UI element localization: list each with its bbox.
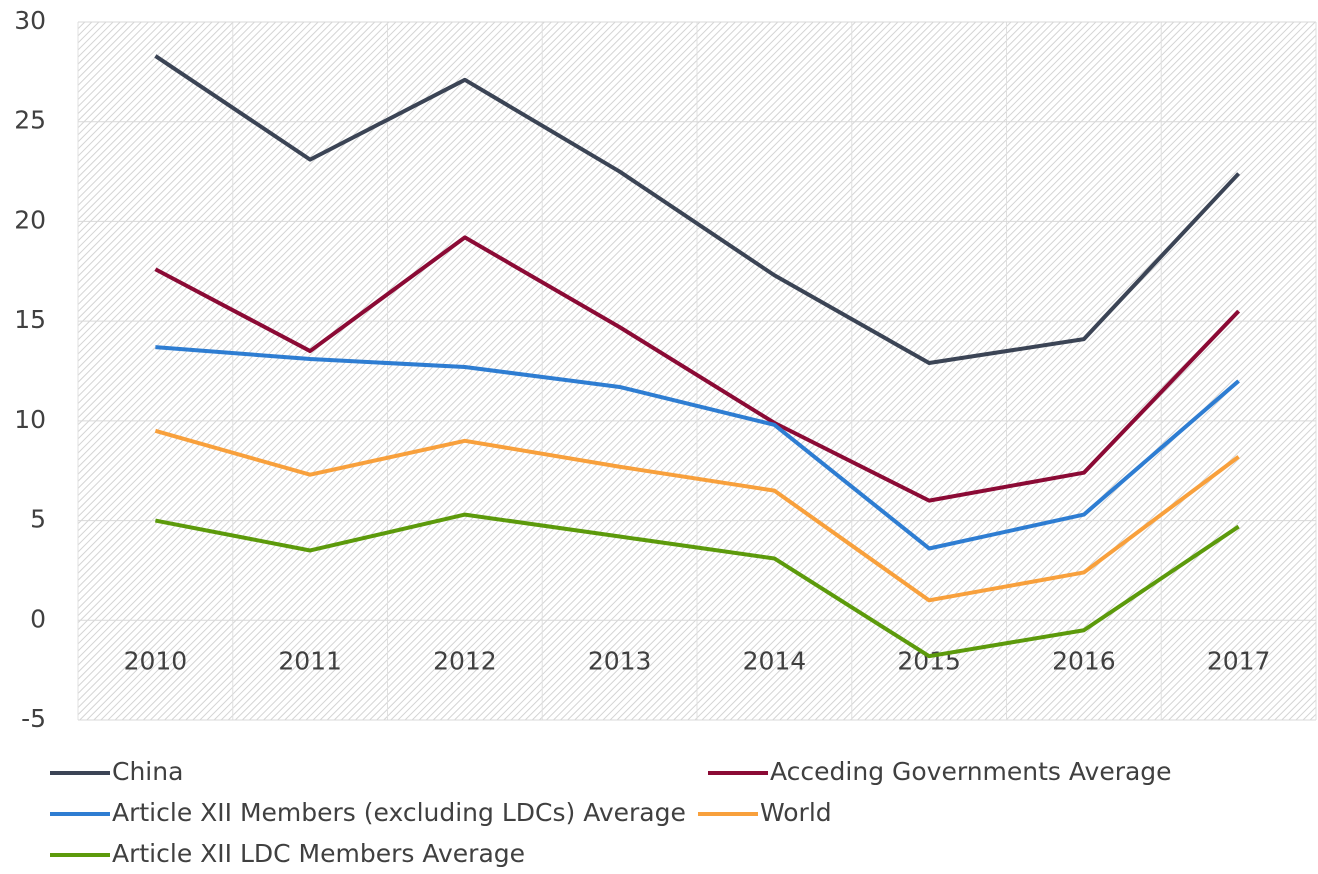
legend-label: World <box>760 798 832 827</box>
series-line <box>155 345 1240 551</box>
legend-label: Article XII LDC Members Average <box>112 839 525 868</box>
y-tick-label: 20 <box>14 205 46 234</box>
y-tick-label: 25 <box>14 106 46 135</box>
x-tick-label: 2016 <box>1052 646 1116 675</box>
y-tick-label: 0 <box>30 604 46 633</box>
series-line <box>154 512 1240 659</box>
y-tick-label: 15 <box>14 305 46 334</box>
y-tick-label: 10 <box>14 405 46 434</box>
x-tick-label: 2017 <box>1207 646 1271 675</box>
x-tick-label: 2014 <box>743 646 807 675</box>
legend-label: Acceding Governments Average <box>770 757 1172 786</box>
y-tick-label: 5 <box>30 505 46 534</box>
x-tick-label: 2012 <box>433 646 497 675</box>
series-line <box>154 54 1241 366</box>
y-tick-label: -5 <box>21 704 46 733</box>
x-tick-label: 2013 <box>588 646 652 675</box>
series-line <box>154 428 1240 603</box>
y-tick-label: 30 <box>14 6 46 35</box>
legend-label: Article XII Members (excluding LDCs) Ave… <box>112 798 686 827</box>
x-tick-label: 2010 <box>124 646 188 675</box>
x-tick-label: 2011 <box>278 646 342 675</box>
series-line <box>154 235 1241 503</box>
legend-label: China <box>112 757 183 786</box>
